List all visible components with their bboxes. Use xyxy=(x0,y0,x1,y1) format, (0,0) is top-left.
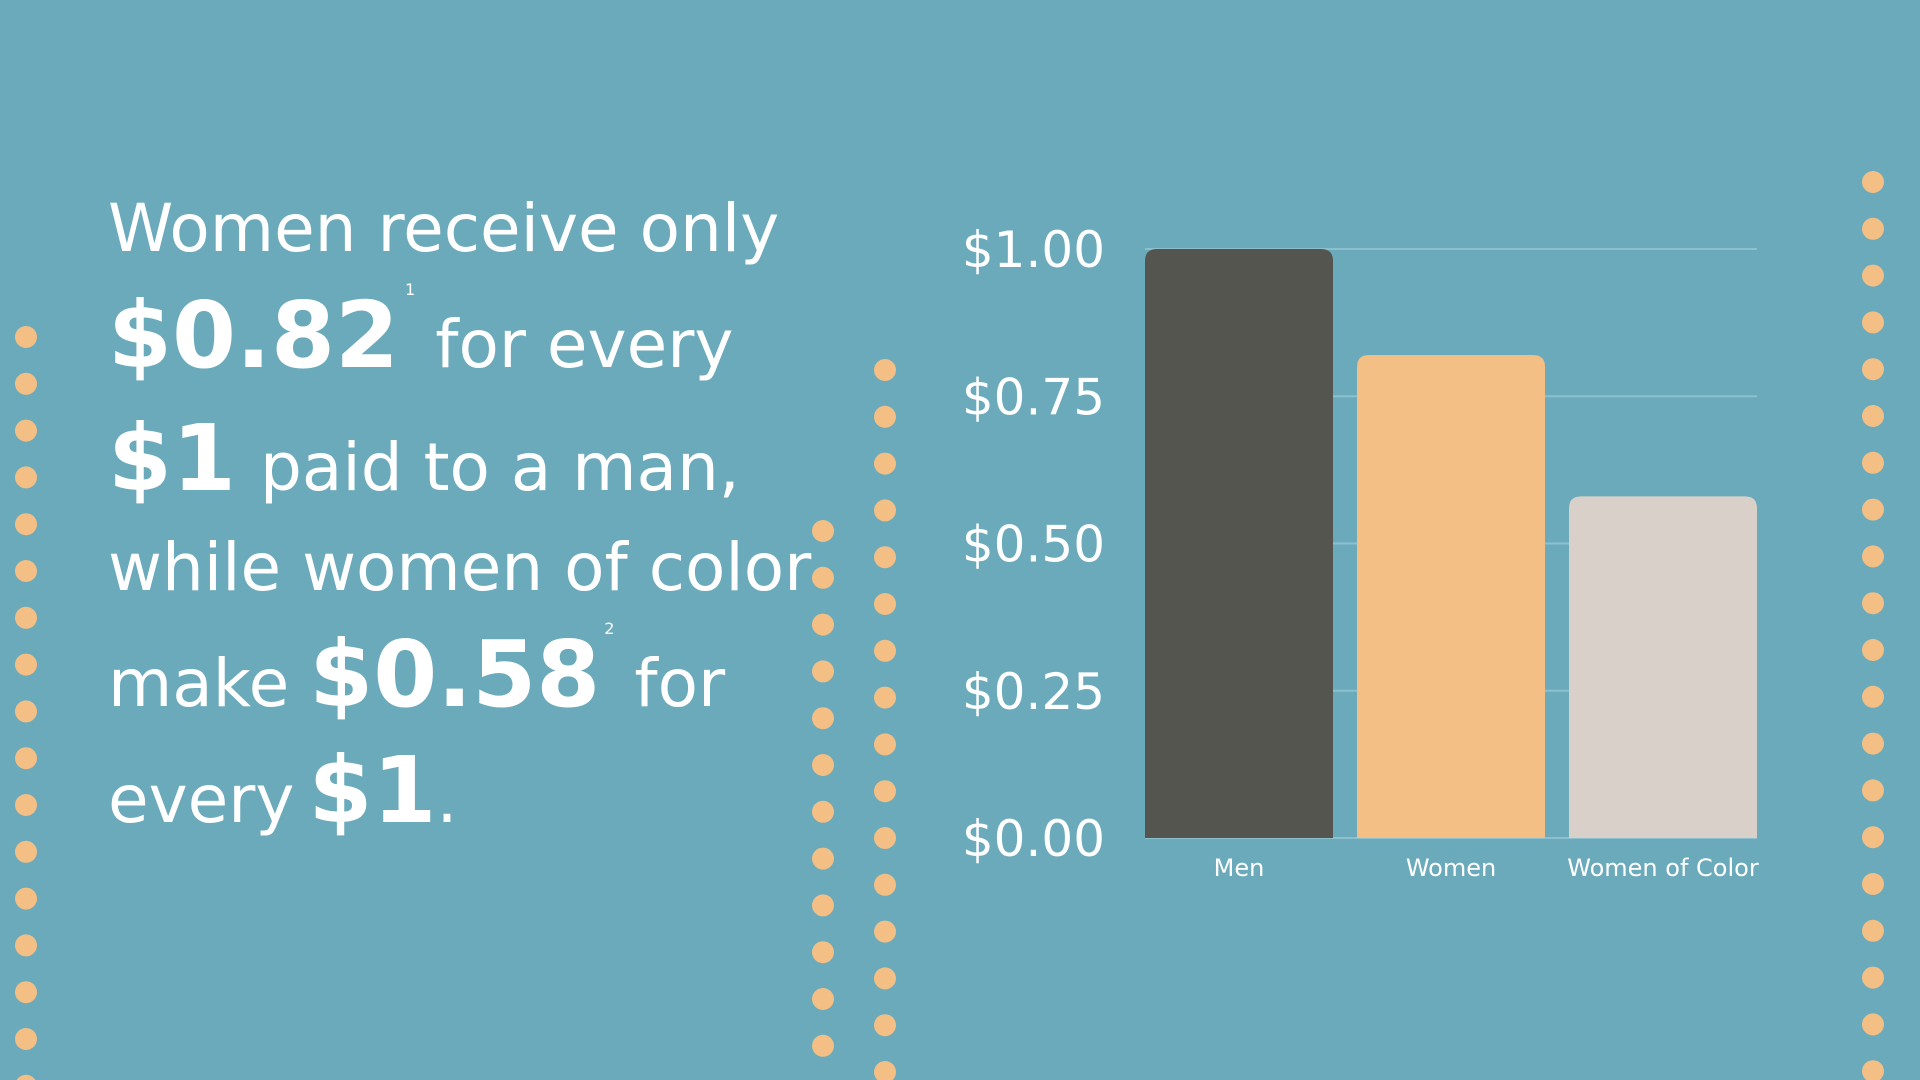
dot xyxy=(15,794,37,816)
statement-line: while women of color xyxy=(108,529,812,606)
statement-amount: $1 xyxy=(108,405,236,512)
dot xyxy=(1862,358,1884,381)
dot xyxy=(1862,171,1884,193)
dot xyxy=(1862,685,1884,708)
bar-chart: $0.00 $0.25 $0.50 $0.75 $1.00 Men Women Women o… xyxy=(962,221,1759,882)
dot xyxy=(812,941,834,964)
dot xyxy=(15,981,37,1004)
dot xyxy=(874,546,896,569)
footnote-ref: 1 xyxy=(405,280,415,299)
statement-amount: $1 xyxy=(308,737,436,844)
dot xyxy=(15,747,37,770)
y-tick-label: $1.00 xyxy=(962,221,1105,279)
dot xyxy=(1862,217,1884,240)
dot xyxy=(15,887,37,910)
statement-amount: $0.82 xyxy=(108,282,399,389)
dot xyxy=(812,566,834,589)
statement-text: while women of color xyxy=(108,529,812,606)
statement-text: . xyxy=(437,761,458,838)
dot xyxy=(15,326,37,348)
dot xyxy=(1862,311,1884,334)
bar xyxy=(1145,249,1333,838)
dot xyxy=(1862,919,1884,942)
dot xyxy=(812,754,834,776)
dot-decoration xyxy=(15,171,1884,1080)
dot xyxy=(812,1034,834,1057)
dot xyxy=(874,733,896,756)
statement-line: make $0.58 2 for xyxy=(108,619,726,728)
dot xyxy=(874,1061,896,1080)
dot xyxy=(1862,1060,1884,1080)
y-tick-label: $0.25 xyxy=(962,663,1105,721)
y-tick-label: $0.50 xyxy=(962,516,1105,574)
dot xyxy=(1862,966,1884,989)
dot xyxy=(1862,498,1884,521)
bar xyxy=(1357,355,1545,838)
dot xyxy=(812,988,834,1010)
y-tick-label: $0.75 xyxy=(962,368,1105,426)
x-tick-label: Women of Color xyxy=(1567,854,1759,882)
dot xyxy=(874,639,896,662)
dot xyxy=(874,405,896,428)
statement-line: $0.82 1 for every xyxy=(108,280,733,389)
dot xyxy=(874,780,896,803)
dot xyxy=(812,707,834,730)
dot xyxy=(15,653,37,676)
statement-text: every xyxy=(108,761,294,838)
dot xyxy=(15,466,37,489)
dot xyxy=(812,847,834,870)
dot xyxy=(874,452,896,475)
dot xyxy=(15,700,37,723)
statement-text: paid to a man, xyxy=(260,429,740,506)
dot xyxy=(1862,545,1884,568)
dot xyxy=(1862,873,1884,895)
dot xyxy=(874,967,896,990)
dot xyxy=(812,613,834,636)
dot xyxy=(874,359,896,381)
dot xyxy=(15,419,37,442)
dot xyxy=(874,686,896,709)
dot xyxy=(874,593,896,615)
dot xyxy=(15,513,37,536)
x-tick-label: Women xyxy=(1406,854,1496,882)
x-tick-label: Men xyxy=(1214,854,1265,882)
dot xyxy=(1862,405,1884,427)
statement-text: make xyxy=(108,645,289,722)
dot xyxy=(1862,592,1884,615)
dot xyxy=(874,827,896,849)
statement-line: every $1. xyxy=(108,737,457,844)
statement-amount: $0.58 xyxy=(309,621,600,728)
footnote-ref: 2 xyxy=(604,619,614,638)
dot xyxy=(1862,779,1884,802)
dot xyxy=(1862,264,1884,287)
dot xyxy=(812,520,834,542)
dot xyxy=(15,1028,37,1050)
dot xyxy=(1862,639,1884,661)
dot xyxy=(874,920,896,943)
dot xyxy=(812,894,834,917)
dot xyxy=(874,1014,896,1037)
dot xyxy=(1862,732,1884,755)
dot xyxy=(812,800,834,823)
dot xyxy=(15,372,37,395)
dot xyxy=(874,499,896,522)
dot xyxy=(1862,451,1884,474)
statement-line: Women receive only xyxy=(108,190,779,267)
dot xyxy=(812,660,834,683)
dot xyxy=(16,1074,36,1080)
statement-text: for xyxy=(634,645,726,722)
statement-text: for every xyxy=(435,306,733,383)
y-tick-label: $0.00 xyxy=(962,810,1105,868)
dot xyxy=(1862,826,1884,849)
dot xyxy=(1862,1013,1884,1036)
dot xyxy=(15,606,37,629)
dot xyxy=(15,934,37,957)
bar xyxy=(1569,496,1757,838)
dot xyxy=(874,873,896,896)
statement-line: $1 paid to a man, xyxy=(108,405,740,512)
dot xyxy=(15,560,37,582)
dot xyxy=(15,840,37,863)
statement-text: Women receive only xyxy=(108,190,779,267)
